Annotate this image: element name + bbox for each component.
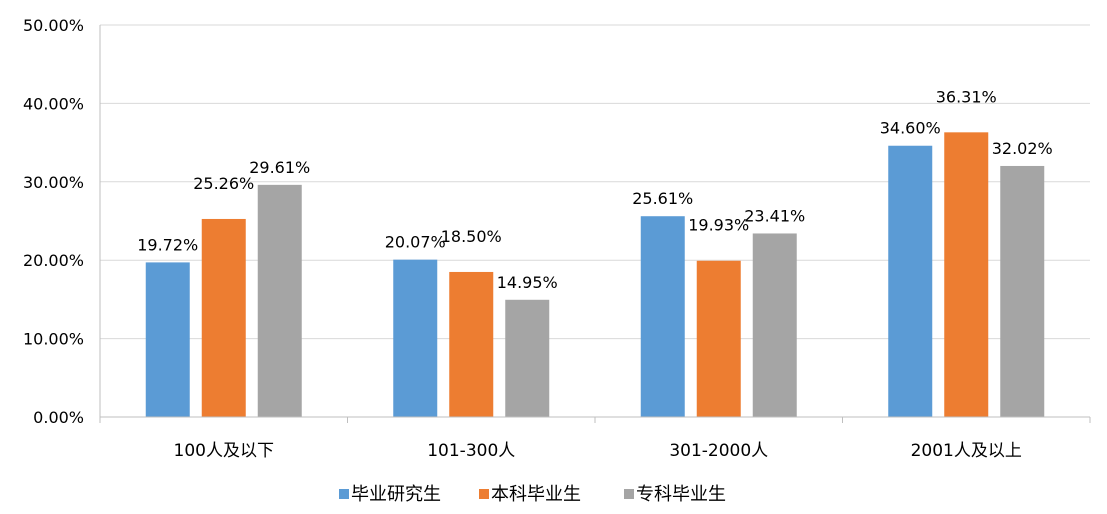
- y-tick-label: 20.00%: [23, 251, 84, 270]
- legend-swatch: [624, 489, 634, 499]
- data-label: 19.72%: [137, 235, 198, 254]
- legend-label: 本科毕业生: [491, 484, 581, 505]
- data-label: 34.60%: [880, 119, 941, 138]
- bars: [145, 132, 1045, 418]
- legend-label: 毕业研究生: [351, 484, 441, 505]
- y-axis-ticks: 0.00% 10.00% 20.00% 30.00% 40.00% 50.00%: [23, 16, 84, 427]
- x-tick-label: 2001人及以上: [911, 441, 1022, 461]
- legend: 毕业研究生 本科毕业生 专科毕业生: [339, 484, 726, 505]
- x-tick-label: 101-300人: [427, 441, 515, 461]
- bar: [888, 145, 933, 417]
- bar: [257, 184, 302, 417]
- legend-swatch: [339, 489, 349, 499]
- data-label: 19.93%: [688, 216, 749, 235]
- data-label: 25.61%: [632, 189, 693, 208]
- data-label: 20.07%: [385, 233, 446, 252]
- x-tick-label: 100人及以下: [174, 441, 274, 461]
- data-label: 32.02%: [992, 139, 1053, 158]
- x-tick-label: 301-2000人: [669, 441, 768, 461]
- bar: [696, 260, 741, 417]
- y-tick-label: 40.00%: [23, 94, 84, 113]
- y-tick-label: 0.00%: [33, 408, 84, 427]
- legend-label: 专科毕业生: [636, 484, 726, 505]
- bar: [944, 132, 989, 418]
- data-label: 36.31%: [936, 87, 997, 106]
- bar: [201, 218, 246, 417]
- bar: [640, 216, 685, 417]
- y-tick-label: 10.00%: [23, 330, 84, 349]
- category-labels: 100人及以下 101-300人 301-2000人 2001人及以上: [174, 441, 1022, 461]
- data-label: 25.26%: [193, 174, 254, 193]
- data-label: 18.50%: [441, 227, 502, 246]
- bar: [449, 271, 494, 417]
- bar: [1000, 165, 1045, 417]
- bar: [145, 262, 190, 417]
- data-labels: 19.72% 25.26%29.61% 20.07%18.50% 14.95% 25.6…: [137, 87, 1053, 291]
- data-label: 23.41%: [744, 206, 805, 225]
- legend-swatch: [479, 489, 489, 499]
- data-label: 29.61%: [249, 158, 310, 177]
- bar: [752, 233, 797, 417]
- bar: [505, 299, 550, 417]
- x-axis: [99, 25, 1091, 423]
- data-label: 14.95%: [497, 273, 558, 292]
- y-tick-label: 50.00%: [23, 16, 84, 35]
- y-tick-label: 30.00%: [23, 173, 84, 192]
- bar: [393, 259, 438, 417]
